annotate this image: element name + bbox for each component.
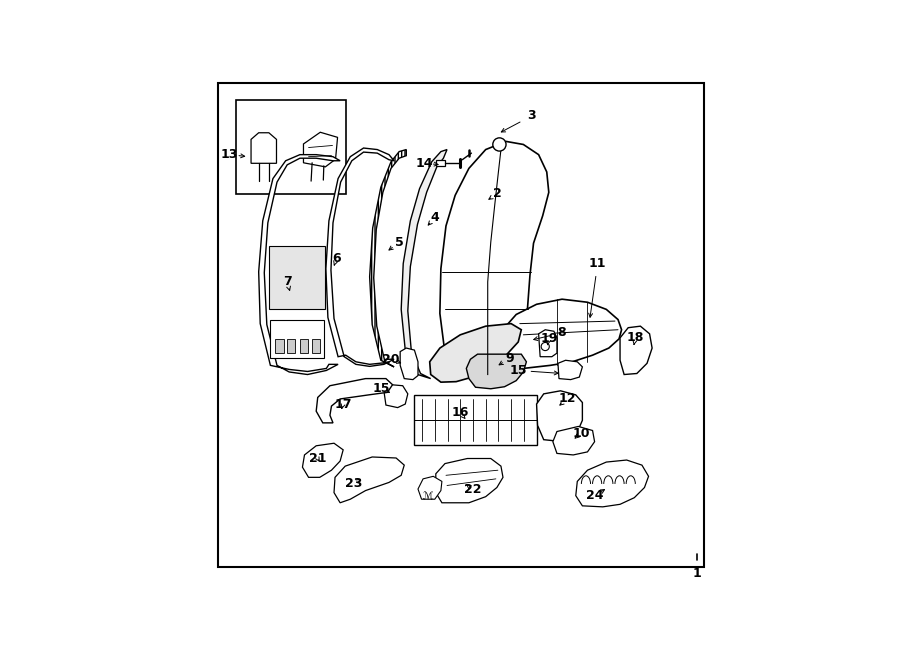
Text: 3: 3 bbox=[527, 110, 536, 122]
Polygon shape bbox=[326, 148, 394, 366]
Polygon shape bbox=[418, 477, 442, 499]
Text: 19: 19 bbox=[540, 332, 557, 346]
Bar bbox=[269, 246, 325, 309]
Bar bbox=[414, 395, 536, 445]
Text: 18: 18 bbox=[626, 331, 644, 344]
Bar bbox=[436, 160, 445, 166]
Polygon shape bbox=[502, 299, 622, 368]
Polygon shape bbox=[466, 354, 526, 389]
Text: 21: 21 bbox=[309, 452, 327, 465]
Text: 14: 14 bbox=[416, 157, 434, 170]
Bar bbox=[311, 339, 320, 353]
Polygon shape bbox=[251, 133, 276, 163]
Text: 17: 17 bbox=[335, 397, 352, 410]
Polygon shape bbox=[334, 457, 404, 503]
Polygon shape bbox=[258, 155, 340, 375]
Polygon shape bbox=[536, 391, 582, 442]
Bar bbox=[287, 339, 295, 353]
Bar bbox=[275, 339, 284, 353]
Text: 9: 9 bbox=[505, 352, 514, 365]
Bar bbox=[237, 100, 346, 194]
Text: 24: 24 bbox=[586, 489, 603, 502]
Polygon shape bbox=[370, 149, 406, 367]
Text: 2: 2 bbox=[492, 187, 501, 200]
Text: 7: 7 bbox=[283, 276, 292, 288]
Text: 15: 15 bbox=[509, 364, 527, 377]
Bar bbox=[300, 339, 308, 353]
Polygon shape bbox=[429, 324, 521, 382]
Polygon shape bbox=[316, 379, 392, 423]
Polygon shape bbox=[384, 385, 408, 408]
Bar bbox=[270, 320, 324, 358]
Text: 16: 16 bbox=[452, 407, 469, 419]
Text: 12: 12 bbox=[558, 393, 576, 405]
Polygon shape bbox=[303, 132, 338, 167]
Circle shape bbox=[541, 342, 549, 350]
Polygon shape bbox=[576, 460, 649, 507]
Polygon shape bbox=[302, 444, 343, 477]
Polygon shape bbox=[538, 330, 557, 357]
Text: 15: 15 bbox=[372, 382, 390, 395]
Text: 1: 1 bbox=[692, 566, 701, 580]
Text: 8: 8 bbox=[558, 327, 566, 339]
Text: 4: 4 bbox=[430, 212, 439, 224]
Polygon shape bbox=[440, 141, 549, 379]
Text: 5: 5 bbox=[395, 236, 403, 249]
Polygon shape bbox=[436, 459, 503, 503]
Text: 13: 13 bbox=[221, 148, 239, 161]
Text: ℳ: ℳ bbox=[423, 492, 434, 502]
Text: 6: 6 bbox=[332, 252, 341, 265]
Polygon shape bbox=[553, 426, 595, 455]
Polygon shape bbox=[620, 326, 652, 375]
Text: 20: 20 bbox=[382, 353, 400, 366]
Polygon shape bbox=[558, 360, 582, 379]
Circle shape bbox=[493, 138, 506, 151]
Polygon shape bbox=[401, 149, 447, 379]
Text: 10: 10 bbox=[572, 426, 590, 440]
Text: 23: 23 bbox=[345, 477, 362, 490]
Polygon shape bbox=[400, 348, 418, 379]
Text: 22: 22 bbox=[464, 483, 482, 496]
Text: 11: 11 bbox=[589, 257, 607, 270]
